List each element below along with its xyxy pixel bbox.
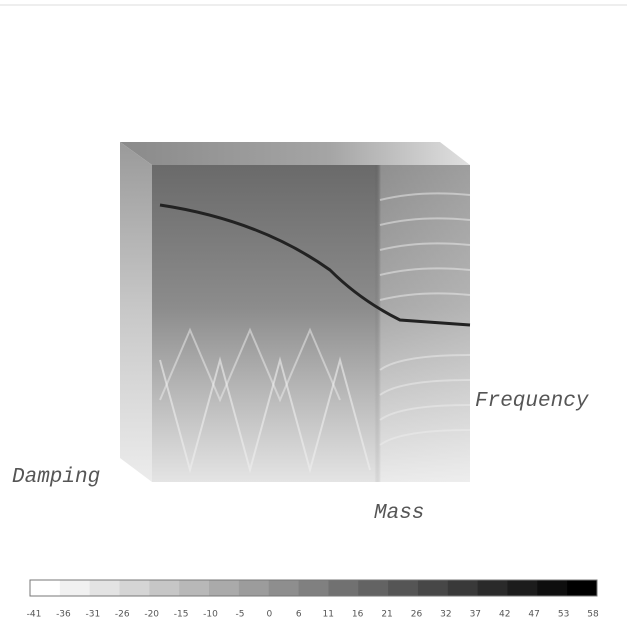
colorbar-tick-label: 58 (587, 610, 599, 620)
page: {"axes": {"x": "Mass", "y": "Damping", "… (0, 0, 627, 630)
colorbar-tick-label: 42 (499, 610, 510, 620)
colorbar-tick-label: 16 (352, 610, 364, 620)
colorbar-tick-label: 53 (558, 610, 569, 620)
colorbar-cell (358, 580, 388, 596)
colorbar-tick-label: -26 (115, 610, 130, 620)
visualization: Damping Frequency Mass -41 -36 -31 -26 -20 -1… (0, 0, 627, 630)
axis-label: Mass (374, 502, 424, 525)
cube-top (120, 142, 470, 165)
colorbar-cell (209, 580, 239, 596)
colorbar-tick-label: 0 (267, 610, 273, 620)
colorbar-cell (299, 580, 329, 596)
colorbar-cell (418, 580, 448, 596)
colorbar-tick-label: 6 (296, 610, 302, 620)
colorbar-cell (567, 580, 597, 596)
colorbar-cell (478, 580, 508, 596)
colorbar-cell (448, 580, 478, 596)
colorbar-cell (328, 580, 358, 596)
colorbar-tick-label: 21 (381, 610, 392, 620)
colorbar-tick-label: 32 (440, 610, 451, 620)
colorbar-tick-label: 37 (470, 610, 481, 620)
colorbar-cell (537, 580, 567, 596)
colorbar-tick-label: -15 (174, 610, 189, 620)
colorbar-tick-label: -10 (203, 610, 218, 620)
colorbar-cell (60, 580, 90, 596)
colorbar-cell (239, 580, 269, 596)
colorbar-tick-label: -5 (235, 610, 244, 620)
colorbar-cell (179, 580, 209, 596)
colorbar-tick-label: 47 (528, 610, 539, 620)
colorbar-cell (149, 580, 179, 596)
axis-label: Damping (12, 466, 100, 489)
colorbar-tick-label: -31 (85, 610, 100, 620)
colorbar-tick-label: 26 (411, 610, 423, 620)
colorbar-cell (507, 580, 537, 596)
colorbar-tick-label: -20 (144, 610, 159, 620)
colorbar-tick-label: -41 (27, 610, 42, 620)
colorbar-cell (120, 580, 150, 596)
colorbar-cell (90, 580, 120, 596)
colorbar-tick-label: 11 (322, 610, 333, 620)
colorbar-cell (269, 580, 299, 596)
colorbar-cell (30, 580, 60, 596)
colorbar-tick-label: -36 (56, 610, 71, 620)
axis-label: Frequency (475, 390, 589, 413)
cube-left (120, 142, 152, 482)
colorbar: -41 -36 -31 -26 -20 -15 -10 -5 0 6 11 16 21 26 32 37 42 4… (27, 580, 599, 620)
colorbar-cell (388, 580, 418, 596)
